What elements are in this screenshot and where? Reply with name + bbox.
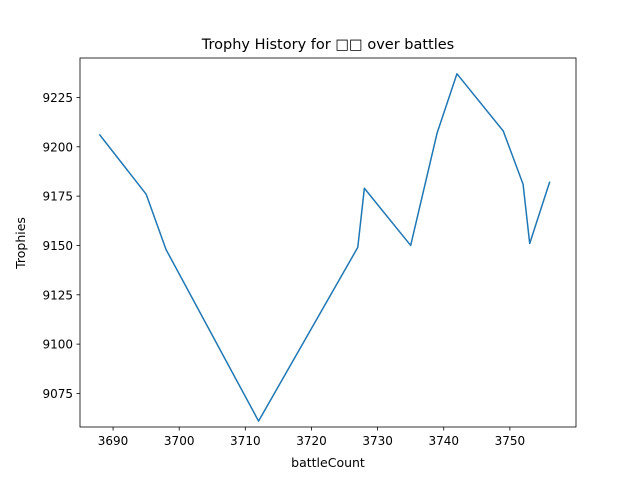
chart-title: Trophy History for □□ over battles (201, 37, 454, 53)
y-axis-label: Trophies (13, 217, 28, 270)
x-tick-label: 3750 (495, 434, 526, 448)
x-tick-label: 3740 (428, 434, 459, 448)
x-tick-label: 3700 (164, 434, 195, 448)
y-tick-label: 9225 (42, 91, 73, 105)
x-axis-label: battleCount (291, 455, 365, 470)
plot-area (79, 57, 577, 428)
y-tick-label: 9200 (42, 140, 73, 154)
x-tick-label: 3710 (230, 434, 261, 448)
x-axis-ticks: 3690 3700 3710 3720 3730 3740 3750 (98, 427, 525, 448)
axes-frame (79, 57, 577, 428)
x-tick-label: 3690 (98, 434, 129, 448)
y-tick-label: 9100 (42, 338, 73, 352)
y-tick-label: 9075 (42, 387, 73, 401)
series-line-0 (98, 73, 551, 422)
y-axis-ticks: 9075 9100 9125 9150 9175 9200 9225 (42, 91, 80, 401)
y-tick-label: 9175 (42, 190, 73, 204)
x-tick-label: 3730 (362, 434, 393, 448)
x-tick-label: 3720 (296, 434, 327, 448)
y-tick-label: 9125 (42, 288, 73, 302)
y-tick-label: 9150 (42, 239, 73, 253)
